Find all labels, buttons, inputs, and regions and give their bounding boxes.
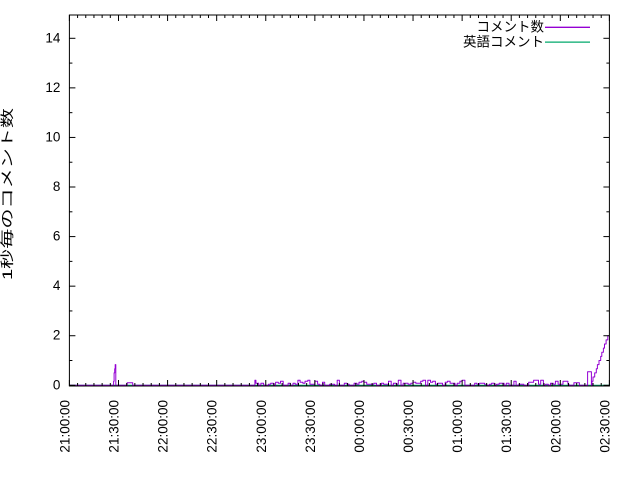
svg-text:英語コメント: 英語コメント: [463, 33, 544, 49]
svg-text:01:30:00: 01:30:00: [499, 400, 514, 453]
svg-text:6: 6: [53, 229, 61, 244]
svg-text:01:00:00: 01:00:00: [450, 400, 465, 453]
svg-text:21:00:00: 21:00:00: [57, 400, 72, 453]
svg-text:8: 8: [53, 179, 61, 194]
svg-text:22:30:00: 22:30:00: [205, 400, 220, 453]
svg-text:00:00:00: 00:00:00: [352, 400, 367, 453]
svg-text:14: 14: [45, 30, 61, 45]
svg-text:4: 4: [53, 278, 61, 293]
svg-text:02:00:00: 02:00:00: [548, 400, 563, 453]
svg-text:23:00:00: 23:00:00: [254, 400, 269, 453]
svg-text:02:30:00: 02:30:00: [597, 400, 612, 453]
svg-text:1秒毎のコメント数: 1秒毎のコメント数: [0, 107, 15, 280]
svg-text:00:30:00: 00:30:00: [401, 400, 416, 453]
svg-text:10: 10: [45, 129, 60, 144]
svg-text:12: 12: [45, 80, 60, 95]
svg-text:23:30:00: 23:30:00: [303, 400, 318, 453]
svg-text:22:00:00: 22:00:00: [156, 400, 171, 453]
svg-text:21:30:00: 21:30:00: [106, 400, 121, 453]
svg-text:コメント数: コメント数: [477, 20, 545, 35]
svg-text:0: 0: [53, 377, 61, 392]
svg-text:2: 2: [53, 328, 61, 343]
